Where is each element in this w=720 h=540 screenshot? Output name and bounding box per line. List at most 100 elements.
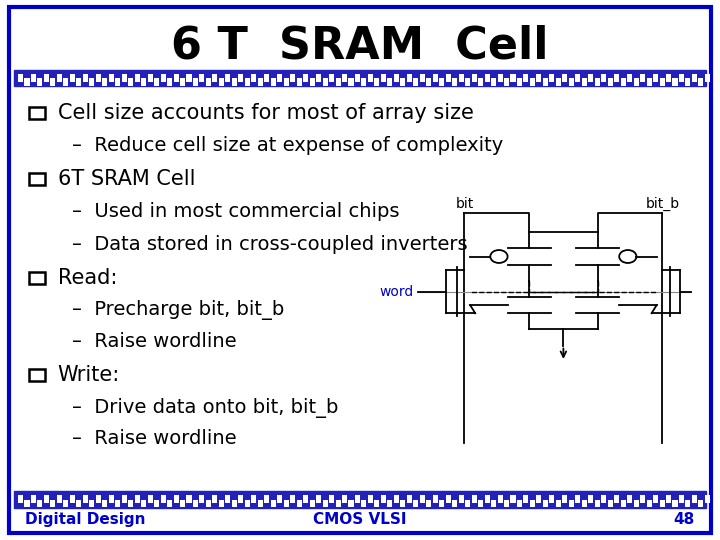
Bar — [109, 74, 114, 82]
Bar — [381, 74, 386, 82]
Bar — [426, 500, 431, 507]
Bar — [692, 74, 697, 82]
Bar — [167, 78, 172, 86]
Bar — [582, 500, 587, 507]
Bar — [96, 495, 101, 503]
Bar — [14, 70, 706, 86]
Bar — [115, 78, 120, 86]
Text: CMOS VLSI: CMOS VLSI — [313, 512, 407, 527]
Bar — [31, 74, 36, 82]
Bar — [472, 495, 477, 503]
Bar — [400, 500, 405, 507]
Bar — [400, 78, 405, 86]
Bar — [407, 495, 412, 503]
Bar — [128, 500, 133, 507]
Bar — [621, 500, 626, 507]
Bar — [128, 78, 133, 86]
Bar — [536, 495, 541, 503]
Bar — [459, 495, 464, 503]
Text: –  Raise wordline: – Raise wordline — [72, 332, 237, 351]
Bar — [601, 74, 606, 82]
Bar — [57, 74, 62, 82]
Text: –  Reduce cell size at expense of complexity: – Reduce cell size at expense of complex… — [72, 136, 503, 156]
Bar — [180, 78, 185, 86]
Bar — [297, 78, 302, 86]
Bar — [672, 500, 678, 507]
Bar — [556, 500, 561, 507]
Bar — [485, 495, 490, 503]
Bar — [154, 78, 159, 86]
Bar — [666, 74, 671, 82]
Bar — [394, 495, 399, 503]
Bar — [413, 500, 418, 507]
Bar — [251, 495, 256, 503]
Bar — [569, 500, 574, 507]
Bar — [83, 495, 88, 503]
Bar — [433, 495, 438, 503]
Bar — [141, 78, 146, 86]
Bar — [530, 78, 535, 86]
Bar — [413, 78, 418, 86]
Bar — [510, 74, 516, 82]
Bar — [549, 74, 554, 82]
Bar — [666, 495, 671, 503]
Bar — [498, 74, 503, 82]
Bar — [381, 495, 386, 503]
Bar — [44, 74, 49, 82]
Bar — [608, 500, 613, 507]
Bar — [29, 173, 45, 185]
Text: Read:: Read: — [58, 268, 117, 288]
Bar — [193, 500, 198, 507]
Bar — [660, 78, 665, 86]
Bar — [459, 74, 464, 82]
Text: Cell size accounts for most of array size: Cell size accounts for most of array siz… — [58, 103, 474, 124]
Bar — [452, 78, 457, 86]
Bar — [37, 78, 42, 86]
Bar — [199, 495, 204, 503]
Bar — [284, 78, 289, 86]
Bar — [621, 78, 626, 86]
Bar — [122, 74, 127, 82]
Bar — [465, 500, 470, 507]
Bar — [523, 495, 528, 503]
Bar — [264, 495, 269, 503]
Bar — [232, 500, 237, 507]
Bar — [407, 74, 412, 82]
Bar — [517, 78, 522, 86]
Bar — [698, 500, 703, 507]
Bar — [348, 78, 354, 86]
Bar — [83, 74, 88, 82]
Bar — [498, 495, 503, 503]
Bar — [562, 495, 567, 503]
Bar — [439, 500, 444, 507]
Bar — [485, 74, 490, 82]
Text: –  Drive data onto bit, bit_b: – Drive data onto bit, bit_b — [72, 397, 338, 418]
Bar — [310, 500, 315, 507]
Bar — [29, 272, 45, 284]
Text: Digital Design: Digital Design — [25, 512, 145, 527]
Bar — [647, 500, 652, 507]
Bar — [225, 495, 230, 503]
Bar — [115, 500, 120, 507]
Bar — [199, 74, 204, 82]
Bar — [277, 74, 282, 82]
Bar — [679, 495, 684, 503]
Bar — [478, 500, 483, 507]
Bar — [258, 78, 263, 86]
Bar — [653, 74, 658, 82]
Bar — [627, 495, 632, 503]
Text: word: word — [379, 285, 414, 299]
Bar — [672, 78, 678, 86]
Bar — [251, 74, 256, 82]
Bar — [290, 495, 295, 503]
Bar — [536, 74, 541, 82]
Bar — [271, 78, 276, 86]
Bar — [647, 78, 652, 86]
Bar — [212, 495, 217, 503]
Bar — [63, 500, 68, 507]
Bar — [692, 495, 697, 503]
Bar — [543, 78, 548, 86]
Bar — [336, 500, 341, 507]
Bar — [96, 74, 101, 82]
Bar — [225, 74, 230, 82]
